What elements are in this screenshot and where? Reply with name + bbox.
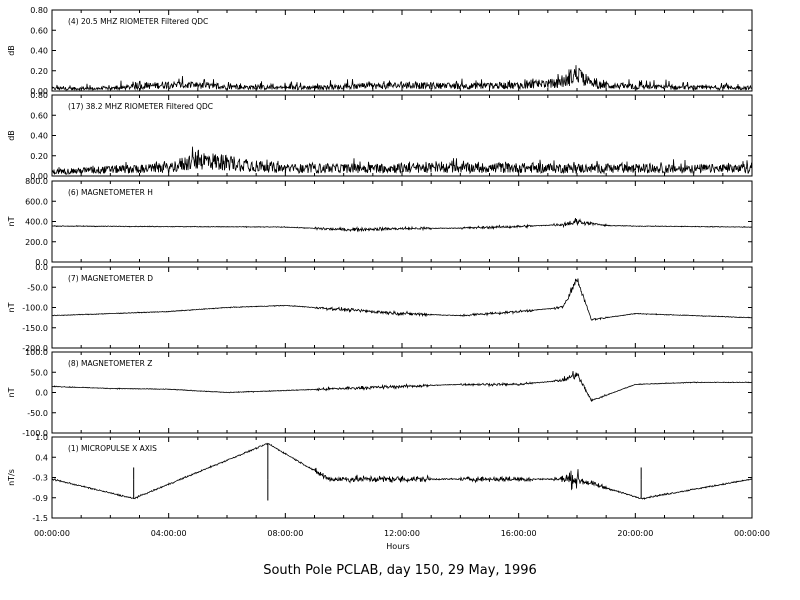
y-tick-label: -0.3 — [32, 474, 48, 483]
y-tick-label: -50.0 — [27, 409, 48, 418]
y-tick-label: 0.0 — [35, 389, 48, 398]
y-tick-label: 200.0 — [25, 238, 48, 247]
x-axis-title: Hours — [386, 542, 409, 551]
y-tick-label: 1.0 — [35, 433, 48, 442]
y-tick-label: 50.0 — [30, 368, 48, 377]
y-tick-label: 100.0 — [25, 348, 48, 357]
y-tick-label: 0.4 — [35, 453, 48, 462]
panel-title: (8) MAGNETOMETER Z — [68, 359, 152, 368]
panel-5: -100.0 -50.0 0.0 50.0 100.0 nT (8) MAGNETOMETE… — [7, 348, 753, 438]
y-axis-label: nT — [7, 302, 16, 312]
y-tick-label: 0.0 — [35, 258, 48, 267]
x-tick-label: 12:00:00 — [384, 529, 420, 538]
y-tick-label: -200.0 — [22, 344, 48, 353]
y-tick-label: 0.20 — [30, 152, 48, 161]
y-tick-label: 0.80 — [30, 6, 48, 15]
series-line — [52, 278, 753, 321]
figure-title: South Pole PCLAB, day 150, 29 May, 1996 — [263, 563, 537, 578]
panel-2: 0.00 0.20 0.40 0.60 0.80 dB (17) 38.2 MHZ RIOM… — [7, 91, 753, 181]
series-line — [51, 146, 753, 175]
y-tick-label: 400.0 — [25, 218, 48, 227]
y-axis-label: nT — [7, 216, 16, 226]
y-tick-label: 0.00 — [30, 172, 48, 181]
y-tick-label: 0.40 — [30, 47, 48, 56]
y-axis-label: nT — [7, 387, 16, 397]
panel-4: -200.0 -150.0 -100.0 -50.0 0.0 nT (7) MAGNETOM… — [7, 263, 753, 353]
x-tick-label: 00:00:00 — [34, 529, 70, 538]
y-tick-label: 0.60 — [30, 111, 48, 120]
x-axis: 00:00:00 04:00:00 08:00:00 12:00:00 16:00:00… — [34, 529, 770, 538]
panel-6: -1.5 -0.9 -0.3 0.4 1.0 nT/s (1) MICROPULSE X A… — [7, 433, 753, 523]
panel-1: 0.00 0.20 0.40 0.60 0.80 dB (4) 20.5 MHZ RIOME… — [7, 6, 753, 96]
series-line — [51, 217, 753, 233]
y-tick-label: 0.00 — [30, 87, 48, 96]
panel-3: 0.0 200.0 400.0 600.0 800.0 nT (6) MAGNETOMETE… — [7, 177, 753, 267]
x-tick-label: 00:00:00 — [734, 529, 770, 538]
series-line — [51, 65, 753, 92]
y-axis-label: dB — [7, 130, 16, 141]
y-tick-label: 0.0 — [35, 263, 48, 272]
y-tick-label: 0.40 — [30, 132, 48, 141]
x-tick-label: 08:00:00 — [267, 529, 303, 538]
y-tick-label: 0.20 — [30, 67, 48, 76]
x-tick-label: 20:00:00 — [617, 529, 653, 538]
y-tick-label: 0.80 — [30, 91, 48, 100]
series-line — [51, 442, 753, 501]
y-tick-label: -100.0 — [22, 429, 48, 438]
panel-frame — [51, 180, 753, 263]
panel-frame — [51, 351, 753, 434]
y-tick-label: -100.0 — [22, 304, 48, 313]
y-tick-label: 0.60 — [30, 26, 48, 35]
panel-title: (7) MAGNETOMETER D — [68, 274, 153, 283]
y-tick-label: -50.0 — [27, 283, 48, 292]
y-axis-label: dB — [7, 45, 16, 56]
panel-title: (4) 20.5 MHZ RIOMETER Filtered QDC — [68, 17, 208, 26]
series-line — [51, 370, 753, 403]
y-tick-label: -1.5 — [32, 514, 48, 523]
y-tick-label: 600.0 — [25, 197, 48, 206]
y-tick-label: -150.0 — [22, 324, 48, 333]
y-tick-label: 800.0 — [25, 177, 48, 186]
panel-title: (6) MAGNETOMETER H — [68, 188, 153, 197]
panel-title: (1) MICROPULSE X AXIS — [68, 444, 157, 453]
panel-frame — [51, 266, 753, 349]
x-tick-label: 16:00:00 — [501, 529, 537, 538]
y-axis-label: nT/s — [7, 469, 16, 486]
panel-title: (17) 38.2 MHZ RIOMETER Filtered QDC — [68, 102, 213, 111]
x-tick-label: 04:00:00 — [151, 529, 187, 538]
y-tick-label: -0.9 — [32, 494, 48, 503]
panels: 0.00 0.20 0.40 0.60 0.80 dB (4) 20.5 MHZ RIOME… — [7, 6, 753, 523]
